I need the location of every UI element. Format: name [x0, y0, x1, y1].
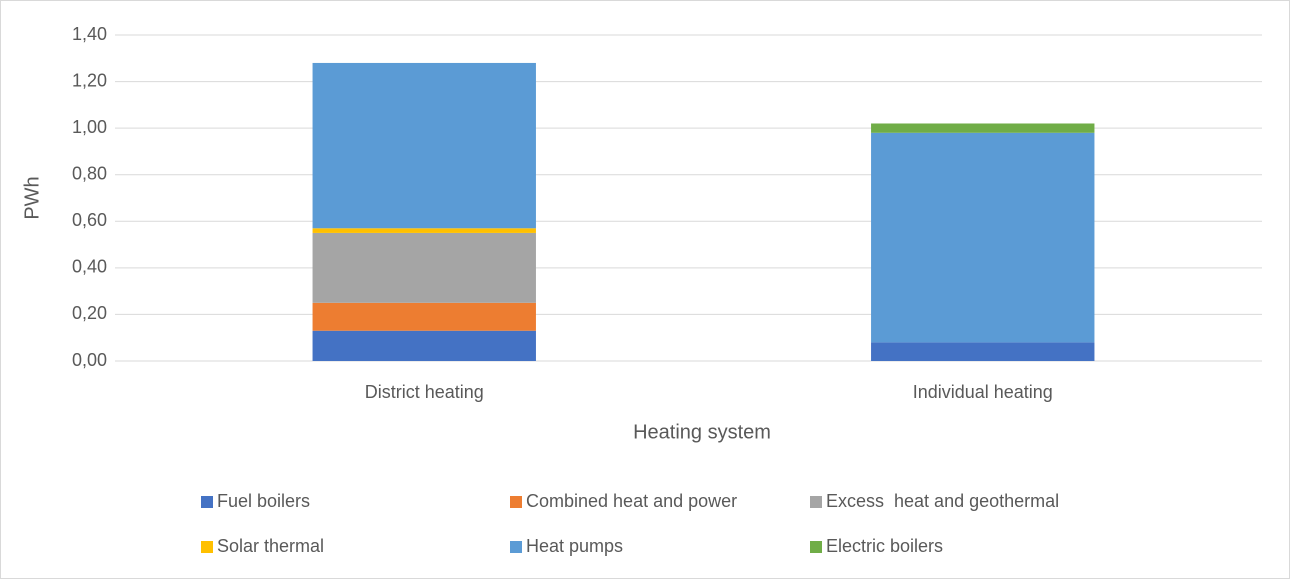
bar-segment: [871, 342, 1095, 361]
y-tick-label: 0,20: [72, 303, 107, 323]
legend-swatch: [201, 496, 213, 508]
y-tick-label: 1,00: [72, 117, 107, 137]
bar-segment: [312, 228, 536, 233]
legend-swatch: [201, 541, 213, 553]
bar-segment: [312, 62, 536, 229]
x-axis-title: Heating system: [633, 421, 771, 443]
legend-label: Combined heat and power: [526, 491, 737, 511]
y-tick-label: 0,80: [72, 163, 107, 183]
legend-swatch: [810, 496, 822, 508]
x-tick-label: District heating: [365, 382, 484, 402]
bar-segment: [312, 232, 536, 303]
bar-segment: [871, 132, 1095, 343]
y-tick-label: 1,40: [72, 24, 107, 44]
legend-swatch: [510, 541, 522, 553]
y-tick-label: 0,40: [72, 257, 107, 277]
bar-segment: [312, 302, 536, 331]
y-tick-label: 1,20: [72, 70, 107, 90]
y-axis-title: PWh: [21, 176, 43, 219]
legend-label: Fuel boilers: [217, 491, 310, 511]
bar-segment: [871, 123, 1095, 133]
bar-segment: [312, 330, 536, 361]
y-tick-label: 0,60: [72, 210, 107, 230]
x-tick-label: Individual heating: [913, 382, 1053, 402]
legend-label: Heat pumps: [526, 536, 623, 556]
legend-swatch: [810, 541, 822, 553]
legend-label: Solar thermal: [217, 536, 324, 556]
legend-swatch: [510, 496, 522, 508]
legend-label: Excess heat and geothermal: [826, 491, 1059, 511]
y-tick-label: 0,00: [72, 350, 107, 370]
legend-label: Electric boilers: [826, 536, 943, 556]
